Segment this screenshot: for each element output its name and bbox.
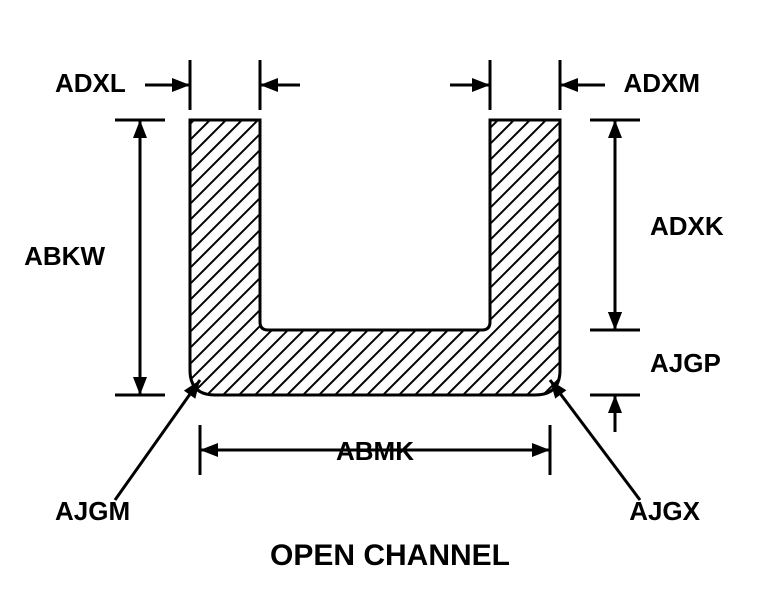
label-ajgm: AJGM <box>55 496 130 526</box>
label-adxk: ADXK <box>650 211 724 241</box>
hatch-fill <box>140 0 610 600</box>
label-ajgp: AJGP <box>650 348 721 378</box>
label-abkw: ABKW <box>24 241 105 271</box>
label-adxm: ADXM <box>623 68 700 98</box>
label-abmk: ABMK <box>336 436 414 466</box>
label-adxl: ADXL <box>55 68 126 98</box>
label-ajgx: AJGX <box>629 496 700 526</box>
diagram-title: OPEN CHANNEL <box>270 539 510 572</box>
